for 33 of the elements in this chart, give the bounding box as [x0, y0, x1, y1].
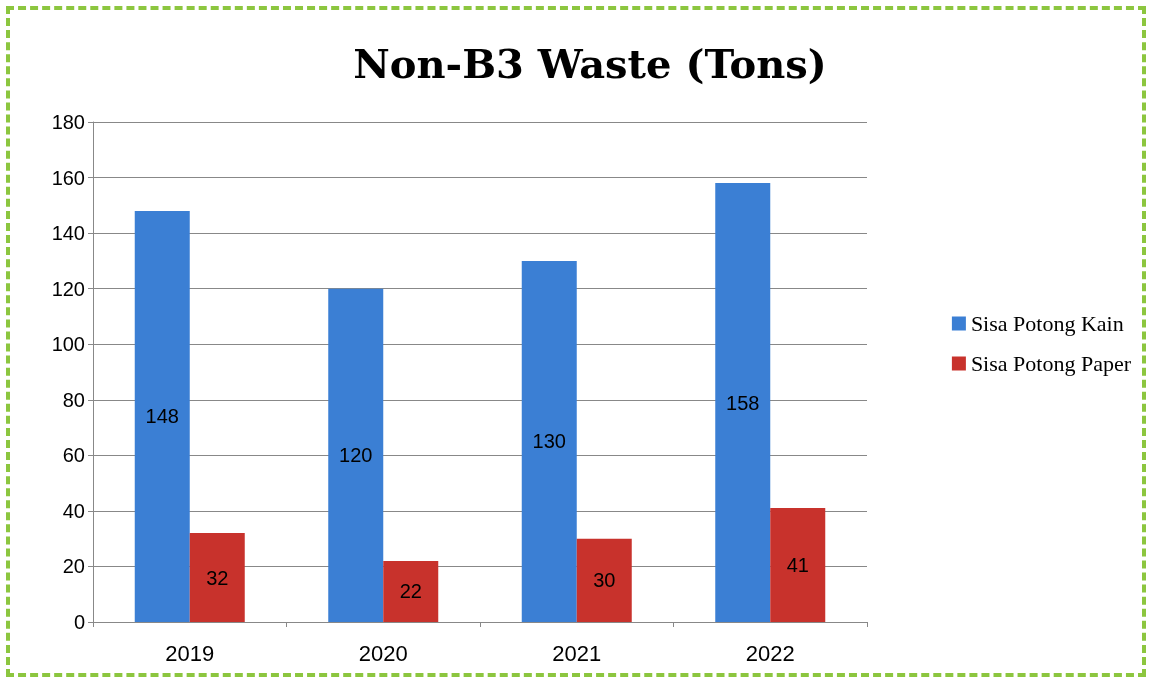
bar	[383, 560, 439, 622]
data-label: 22	[399, 580, 422, 603]
x-tick-label: 2019	[165, 640, 215, 666]
bar	[134, 210, 190, 622]
x-tick-label: 2022	[745, 640, 795, 666]
y-tick-label: 180	[51, 111, 85, 133]
data-label: 41	[786, 554, 809, 577]
y-tick-label: 160	[51, 166, 85, 189]
x-tick-label: 2020	[358, 640, 408, 666]
y-tick-label: 40	[62, 499, 85, 522]
bar	[328, 288, 384, 622]
bar	[770, 508, 826, 622]
y-tick-label: 20	[62, 555, 85, 578]
data-label: 148	[145, 405, 179, 428]
data-label: 120	[339, 444, 373, 467]
bar	[521, 260, 577, 622]
legend-label: Sisa Potong Kain	[970, 311, 1124, 336]
data-label: 130	[532, 430, 566, 453]
bar	[576, 538, 632, 622]
chart-title: Non-B3 Waste (Tons)	[353, 39, 827, 87]
y-tick-label: 140	[51, 222, 85, 245]
y-tick-label: 0	[73, 611, 85, 633]
y-tick-label: 100	[51, 333, 85, 356]
y-tick-label: 120	[51, 277, 85, 300]
bar	[715, 183, 771, 622]
y-tick-label: 60	[62, 444, 85, 467]
y-tick-label: 80	[62, 388, 85, 411]
data-label: 32	[206, 566, 229, 589]
bar	[189, 533, 245, 622]
legend-label: Sisa Potong Paper	[970, 351, 1132, 376]
x-tick-label: 2021	[552, 640, 602, 666]
data-label: 30	[593, 569, 616, 592]
data-label: 158	[726, 391, 760, 414]
